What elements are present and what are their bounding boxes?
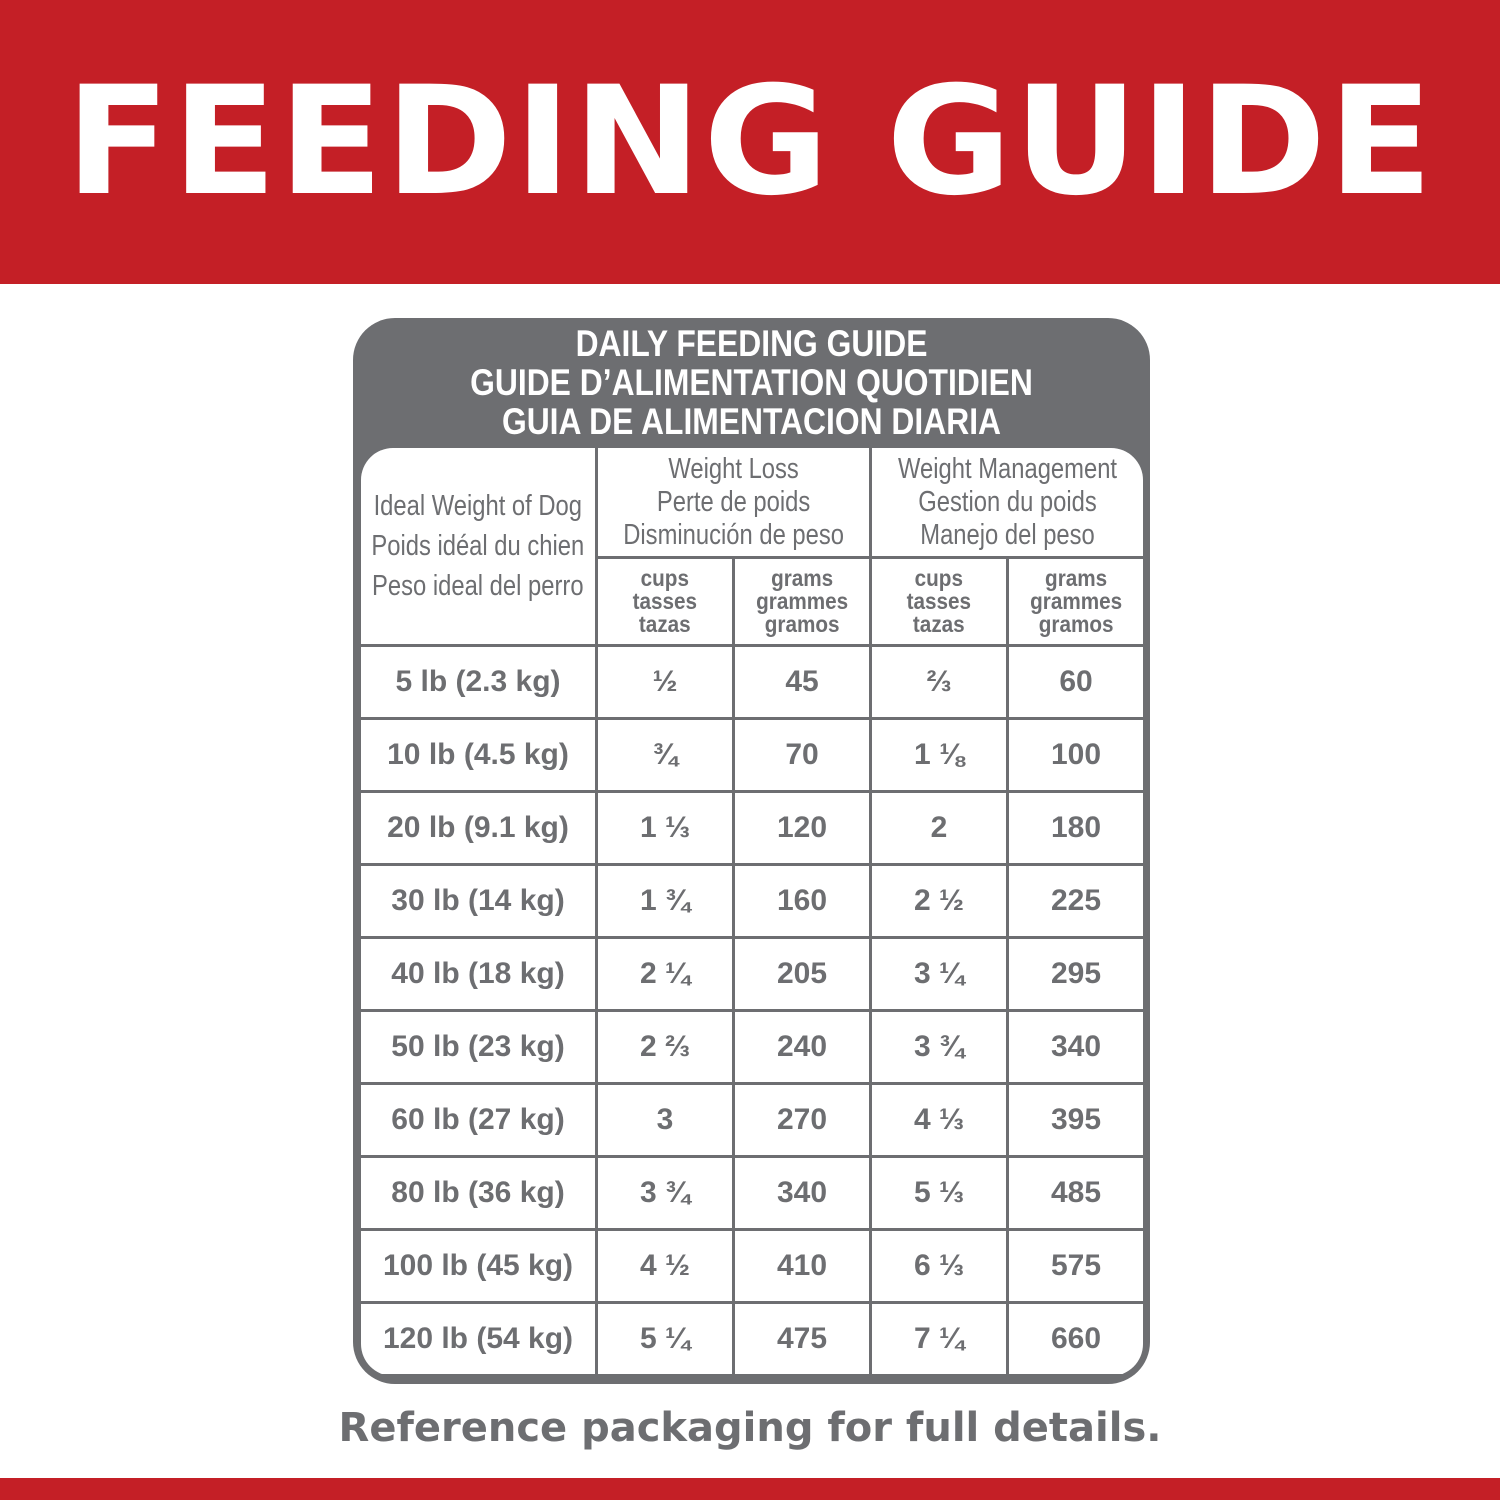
amount-cell: 3 ¾ xyxy=(872,1012,1006,1082)
amount-cell: 180 xyxy=(1009,793,1143,863)
amount-cell: 2 ½ xyxy=(872,866,1006,936)
amount-cell: 5 ¼ xyxy=(598,1304,732,1374)
amount-cell: 295 xyxy=(1009,939,1143,1009)
footer-note: Reference packaging for full details. xyxy=(338,1405,1162,1451)
amount-cell: 575 xyxy=(1009,1231,1143,1301)
amount-cell: 7 ¼ xyxy=(872,1304,1006,1374)
unit-label: cups xyxy=(914,565,964,591)
amount-cell: 660 xyxy=(1009,1304,1143,1374)
weight-header: Ideal Weight of Dog Poids idéal du chien… xyxy=(361,448,595,644)
amount-cell: 3 ¾ xyxy=(598,1158,732,1228)
weight-cell: 20 lb (9.1 kg) xyxy=(361,793,595,863)
weight-loss-header: Weight Loss Perte de poids Disminución d… xyxy=(598,448,869,556)
amount-cell: 205 xyxy=(735,939,869,1009)
amount-cell: 5 ⅓ xyxy=(872,1158,1006,1228)
amount-cell: 70 xyxy=(735,720,869,790)
weight-header-en: Ideal Weight of Dog xyxy=(373,489,583,522)
card-title-es: GUIA DE ALIMENTACION DIARIA xyxy=(501,401,1002,442)
amount-cell: 1 ⅓ xyxy=(598,793,732,863)
amount-cell: 2 ⅔ xyxy=(598,1012,732,1082)
amount-cell: ½ xyxy=(598,647,732,717)
amount-cell: 1 ⅛ xyxy=(872,720,1006,790)
unit-header: grams grammes gramos xyxy=(1009,559,1143,644)
weight-cell: 10 lb (4.5 kg) xyxy=(361,720,595,790)
bottom-stripe xyxy=(0,1478,1500,1500)
amount-cell: 2 ¼ xyxy=(598,939,732,1009)
amount-cell: 120 xyxy=(735,793,869,863)
amount-cell: 485 xyxy=(1009,1158,1143,1228)
card-title-fr: GUIDE D’ALIMENTATION QUOTIDIEN xyxy=(470,362,1033,403)
weight-cell: 120 lb (54 kg) xyxy=(361,1304,595,1374)
unit-label: tasses xyxy=(906,588,972,614)
group-label: Weight Loss xyxy=(668,452,799,485)
amount-cell: 475 xyxy=(735,1304,869,1374)
amount-cell: 1 ¾ xyxy=(598,866,732,936)
amount-cell: 270 xyxy=(735,1085,869,1155)
amount-cell: 240 xyxy=(735,1012,869,1082)
group-label: Disminución de peso xyxy=(623,518,844,551)
unit-header: grams grammes gramos xyxy=(735,559,869,644)
amount-cell: 3 xyxy=(598,1085,732,1155)
unit-label: grams xyxy=(770,565,834,591)
title-banner: FEEDING GUIDE xyxy=(0,0,1500,284)
amount-cell: 340 xyxy=(1009,1012,1143,1082)
weight-header-es: Peso ideal del perro xyxy=(372,569,584,602)
amount-cell: ⅔ xyxy=(872,647,1006,717)
weight-cell: 80 lb (36 kg) xyxy=(361,1158,595,1228)
weight-cell: 5 lb (2.3 kg) xyxy=(361,647,595,717)
amount-cell: ¾ xyxy=(598,720,732,790)
unit-label: grammes xyxy=(755,588,849,614)
amount-cell: 60 xyxy=(1009,647,1143,717)
amount-cell: 410 xyxy=(735,1231,869,1301)
amount-cell: 100 xyxy=(1009,720,1143,790)
unit-label: gramos xyxy=(1038,611,1114,637)
feeding-table: Ideal Weight of Dog Poids idéal du chien… xyxy=(361,448,1143,1376)
unit-label: tasses xyxy=(632,588,698,614)
group-label: Weight Management xyxy=(898,452,1117,485)
group-label: Perte de poids xyxy=(656,485,811,518)
amount-cell: 45 xyxy=(735,647,869,717)
unit-label: gramos xyxy=(764,611,840,637)
amount-cell: 4 ⅓ xyxy=(872,1085,1006,1155)
weight-cell: 50 lb (23 kg) xyxy=(361,1012,595,1082)
weight-cell: 100 lb (45 kg) xyxy=(361,1231,595,1301)
weight-management-header: Weight Management Gestion du poids Manej… xyxy=(872,448,1143,556)
amount-cell: 3 ¼ xyxy=(872,939,1006,1009)
amount-cell: 6 ⅓ xyxy=(872,1231,1006,1301)
card-title-en: DAILY FEEDING GUIDE xyxy=(575,323,928,364)
unit-label: grammes xyxy=(1029,588,1123,614)
amount-cell: 4 ½ xyxy=(598,1231,732,1301)
card-title: DAILY FEEDING GUIDE GUIDE D’ALIMENTATION… xyxy=(353,324,1150,441)
weight-header-fr: Poids idéal du chien xyxy=(371,529,585,562)
group-label: Manejo del peso xyxy=(920,518,1095,551)
unit-label: grams xyxy=(1044,565,1108,591)
unit-label: tazas xyxy=(913,611,965,637)
amount-cell: 2 xyxy=(872,793,1006,863)
unit-header: cups tasses tazas xyxy=(598,559,732,644)
amount-cell: 225 xyxy=(1009,866,1143,936)
unit-label: tazas xyxy=(639,611,691,637)
feeding-guide-card: DAILY FEEDING GUIDE GUIDE D’ALIMENTATION… xyxy=(353,318,1150,1384)
weight-cell: 30 lb (14 kg) xyxy=(361,866,595,936)
unit-header: cups tasses tazas xyxy=(872,559,1006,644)
amount-cell: 340 xyxy=(735,1158,869,1228)
unit-label: cups xyxy=(640,565,690,591)
amount-cell: 160 xyxy=(735,866,869,936)
weight-cell: 60 lb (27 kg) xyxy=(361,1085,595,1155)
page-title: FEEDING GUIDE xyxy=(65,55,1435,229)
amount-cell: 395 xyxy=(1009,1085,1143,1155)
group-label: Gestion du poids xyxy=(918,485,1097,518)
weight-cell: 40 lb (18 kg) xyxy=(361,939,595,1009)
